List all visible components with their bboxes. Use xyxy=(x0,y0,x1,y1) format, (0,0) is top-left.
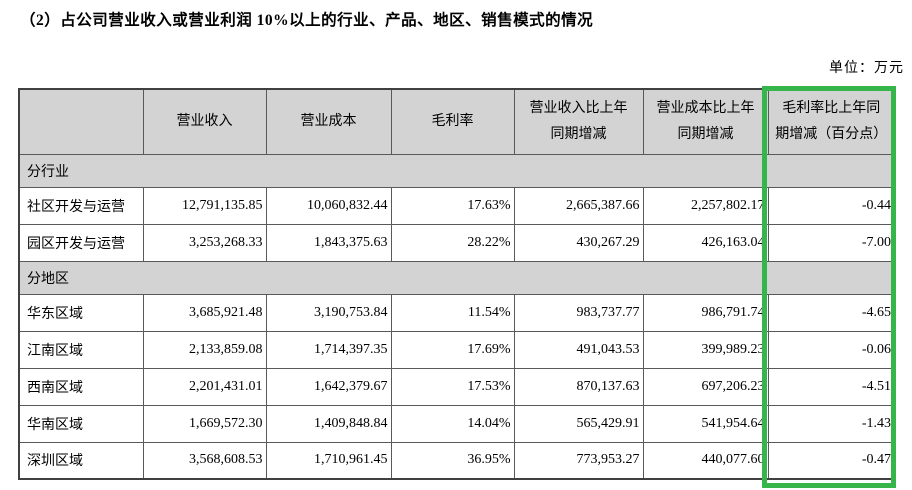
section-row: 分行业 xyxy=(18,153,896,188)
section-header: 分行业 xyxy=(18,153,896,188)
value-cell: -4.51 xyxy=(767,367,896,406)
value-cell: 986,791.74 xyxy=(642,293,769,332)
section-row: 分地区 xyxy=(18,260,896,295)
value-cell: 2,201,431.01 xyxy=(142,367,267,406)
value-cell: 983,737.77 xyxy=(513,293,644,332)
row-label: 华东区域 xyxy=(18,293,144,332)
value-cell: 870,137.63 xyxy=(513,367,644,406)
value-cell: 430,267.29 xyxy=(513,223,644,262)
value-cell: 17.63% xyxy=(390,186,515,225)
column-header: 营业成本比上年 同期增减 xyxy=(642,88,769,155)
value-cell: 491,043.53 xyxy=(513,330,644,369)
value-cell: 3,190,753.84 xyxy=(265,293,392,332)
value-cell: 17.69% xyxy=(390,330,515,369)
unit-label: 单位：万元 xyxy=(829,61,904,76)
value-cell: 3,253,268.33 xyxy=(142,223,267,262)
value-cell: 1,843,375.63 xyxy=(265,223,392,262)
value-cell: 1,714,397.35 xyxy=(265,330,392,369)
column-header: 营业收入比上年 同期增减 xyxy=(513,88,644,155)
value-cell: 1,642,379.67 xyxy=(265,367,392,406)
value-cell: 11.54% xyxy=(390,293,515,332)
table-row: 江南区域 2,133,859.08 1,714,397.35 17.69% 491,04… xyxy=(18,330,896,369)
value-cell: 10,060,832.44 xyxy=(265,186,392,225)
value-cell: -7.00 xyxy=(767,223,896,262)
header-row: 营业收入 营业成本 毛利率 营业收入比上年 同期增减 营业成本比上年 同期增减 毛利率比上… xyxy=(18,88,896,155)
page-title: （2）占公司营业收入或营业利润 10%以上的行业、产品、地区、销售模式的情况 xyxy=(20,12,594,29)
value-cell: 14.04% xyxy=(390,404,515,443)
value-cell: 3,685,921.48 xyxy=(142,293,267,332)
column-header: 营业收入 xyxy=(142,88,267,155)
value-cell: 541,954.64 xyxy=(642,404,769,443)
table-row: 社区开发与运营 12,791,135.85 10,060,832.44 17.63% 2… xyxy=(18,186,896,225)
table-body: 分行业 社区开发与运营 12,791,135.85 10,060,832.44 17.6… xyxy=(18,153,896,480)
section-header: 分地区 xyxy=(18,260,896,295)
value-cell: -1.43 xyxy=(767,404,896,443)
column-header: 毛利率 xyxy=(390,88,515,155)
value-cell: -0.47 xyxy=(767,441,896,480)
value-cell: 3,568,608.53 xyxy=(142,441,267,480)
table-row: 西南区域 2,201,431.01 1,642,379.67 17.53% 870,13… xyxy=(18,367,896,406)
row-label: 社区开发与运营 xyxy=(18,186,144,225)
value-cell: 773,953.27 xyxy=(513,441,644,480)
table-row: 华南区域 1,669,572.30 1,409,848.84 14.04% 565,42… xyxy=(18,404,896,443)
value-cell: 17.53% xyxy=(390,367,515,406)
column-header: 毛利率比上年同 期增减（百分点） xyxy=(767,88,896,155)
value-cell: 1,409,848.84 xyxy=(265,404,392,443)
value-cell: -4.65 xyxy=(767,293,896,332)
value-cell: 1,669,572.30 xyxy=(142,404,267,443)
row-label: 深圳区域 xyxy=(18,441,144,480)
table-row: 园区开发与运营 3,253,268.33 1,843,375.63 28.22% 430… xyxy=(18,223,896,262)
value-cell: -0.06 xyxy=(767,330,896,369)
value-cell: 1,710,961.45 xyxy=(265,441,392,480)
value-cell: 36.95% xyxy=(390,441,515,480)
financial-table: 营业收入 营业成本 毛利率 营业收入比上年 同期增减 营业成本比上年 同期增减 毛利率比上… xyxy=(18,88,896,480)
column-header xyxy=(18,88,144,155)
value-cell: 565,429.91 xyxy=(513,404,644,443)
value-cell: 2,665,387.66 xyxy=(513,186,644,225)
table-row: 深圳区域 3,568,608.53 1,710,961.45 36.95% 773,95… xyxy=(18,441,896,480)
row-label: 园区开发与运营 xyxy=(18,223,144,262)
value-cell: 28.22% xyxy=(390,223,515,262)
column-header: 营业成本 xyxy=(265,88,392,155)
row-label: 西南区域 xyxy=(18,367,144,406)
value-cell: 12,791,135.85 xyxy=(142,186,267,225)
row-label: 华南区域 xyxy=(18,404,144,443)
value-cell: 440,077.60 xyxy=(642,441,769,480)
value-cell: -0.44 xyxy=(767,186,896,225)
value-cell: 2,257,802.17 xyxy=(642,186,769,225)
table-row: 华东区域 3,685,921.48 3,190,753.84 11.54% 983,73… xyxy=(18,293,896,332)
value-cell: 2,133,859.08 xyxy=(142,330,267,369)
value-cell: 399,989.23 xyxy=(642,330,769,369)
table-head: 营业收入 营业成本 毛利率 营业收入比上年 同期增减 营业成本比上年 同期增减 毛利率比上… xyxy=(18,88,896,155)
value-cell: 697,206.23 xyxy=(642,367,769,406)
row-label: 江南区域 xyxy=(18,330,144,369)
value-cell: 426,163.04 xyxy=(642,223,769,262)
